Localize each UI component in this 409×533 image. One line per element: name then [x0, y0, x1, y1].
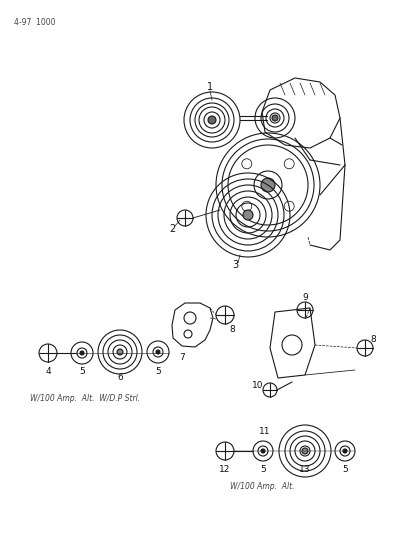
Circle shape: [243, 210, 252, 220]
Circle shape: [80, 351, 84, 355]
Circle shape: [207, 116, 216, 124]
Text: 11: 11: [258, 427, 270, 437]
Text: 5: 5: [155, 367, 160, 376]
Text: W/100 Amp.  Alt.  W/D.P Strl.: W/100 Amp. Alt. W/D.P Strl.: [30, 394, 140, 403]
Text: 7: 7: [179, 353, 184, 362]
Circle shape: [301, 448, 307, 454]
Circle shape: [342, 449, 346, 453]
Circle shape: [261, 178, 274, 192]
Text: 8: 8: [369, 335, 375, 344]
Circle shape: [261, 449, 264, 453]
Text: 13: 13: [299, 464, 310, 473]
Text: 9: 9: [301, 294, 307, 303]
Text: 1: 1: [207, 82, 213, 92]
Text: 12: 12: [219, 464, 230, 473]
Text: W/100 Amp.  Alt.: W/100 Amp. Alt.: [229, 482, 294, 491]
Circle shape: [271, 115, 277, 121]
Text: 5: 5: [259, 464, 265, 473]
Text: 5: 5: [341, 464, 347, 473]
Text: 3: 3: [231, 260, 238, 270]
Text: 4: 4: [45, 367, 51, 376]
Text: 5: 5: [79, 367, 85, 376]
Text: 8: 8: [229, 326, 234, 335]
Text: 4-97  1000: 4-97 1000: [14, 18, 55, 27]
Text: 10: 10: [252, 382, 263, 391]
Circle shape: [155, 350, 160, 354]
Circle shape: [117, 349, 123, 355]
Text: 6: 6: [117, 374, 123, 383]
Text: 2: 2: [169, 224, 175, 234]
